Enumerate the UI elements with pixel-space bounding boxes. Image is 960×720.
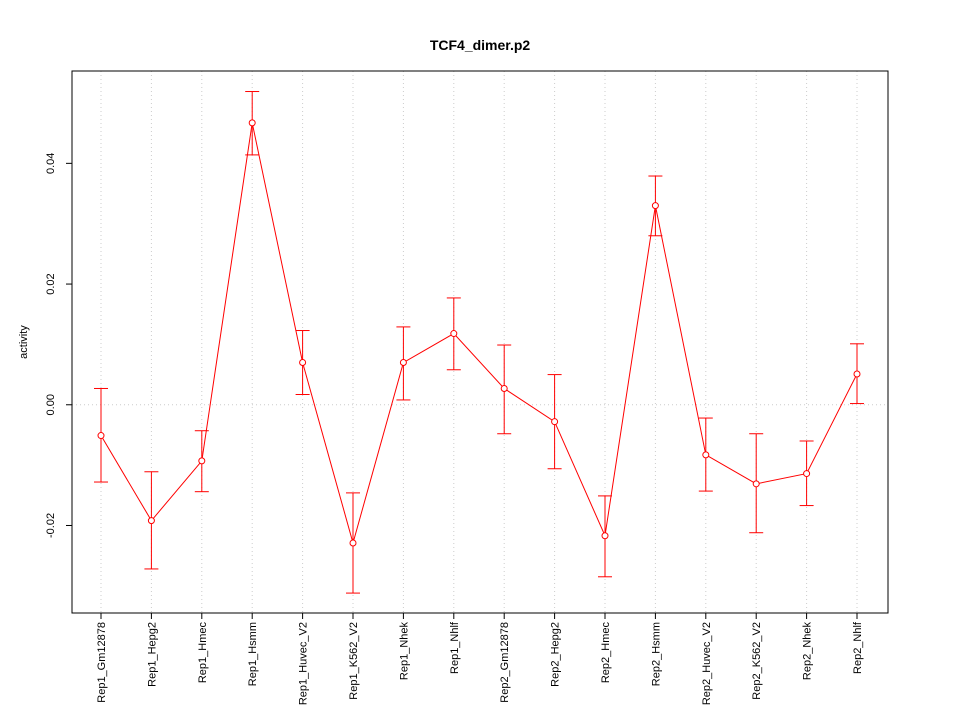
x-tick-label: Rep2_Hmec [600, 622, 612, 684]
y-tick-label: 0.02 [45, 273, 57, 294]
x-tick-label: Rep1_Hmec [197, 622, 209, 684]
y-axis-label: activity [18, 325, 30, 359]
chart-title: TCF4_dimer.p2 [430, 37, 531, 53]
x-tick-label: Rep2_Hsmm [650, 622, 662, 686]
x-tick-label: Rep1_Hsmm [247, 622, 259, 686]
plot-frame [71, 70, 889, 614]
x-tick-label: Rep2_Nhek [802, 622, 814, 681]
data-point [853, 370, 861, 378]
data-point [803, 470, 811, 478]
x-tick-label: Rep1_Gm12878 [96, 622, 108, 703]
x-tick-label: Rep1_Nhek [398, 622, 410, 681]
data-point [702, 451, 710, 459]
y-tick-label: 0.04 [45, 153, 57, 174]
x-tick-label: Rep1_Hepg2 [146, 622, 158, 687]
data-point [752, 480, 760, 488]
x-tick-label: Rep2_Huvec_V2 [701, 622, 713, 705]
y-tick-label: -0.02 [45, 513, 57, 538]
data-point [97, 432, 105, 440]
data-point [299, 359, 307, 367]
x-tick-label: Rep2_Gm12878 [499, 622, 511, 703]
data-point [399, 359, 407, 367]
x-tick-label: Rep2_Nhlf [852, 621, 864, 674]
data-point [601, 532, 609, 540]
data-point [551, 418, 559, 426]
data-point [248, 119, 256, 127]
x-tick-label: Rep2_K562_V2 [751, 622, 763, 700]
data-point [651, 202, 659, 210]
data-point [349, 539, 357, 547]
x-tick-label: Rep1_Nhlf [449, 621, 461, 674]
data-point [450, 330, 458, 338]
data-point [198, 457, 206, 465]
x-tick-label: Rep1_Huvec_V2 [298, 622, 310, 705]
x-tick-label: Rep1_K562_V2 [348, 622, 360, 700]
y-tick-label: 0.00 [45, 394, 57, 415]
data-point [500, 384, 508, 392]
x-tick-label: Rep2_Hepg2 [550, 622, 562, 687]
series-line [100, 122, 858, 545]
data-point [147, 517, 155, 525]
